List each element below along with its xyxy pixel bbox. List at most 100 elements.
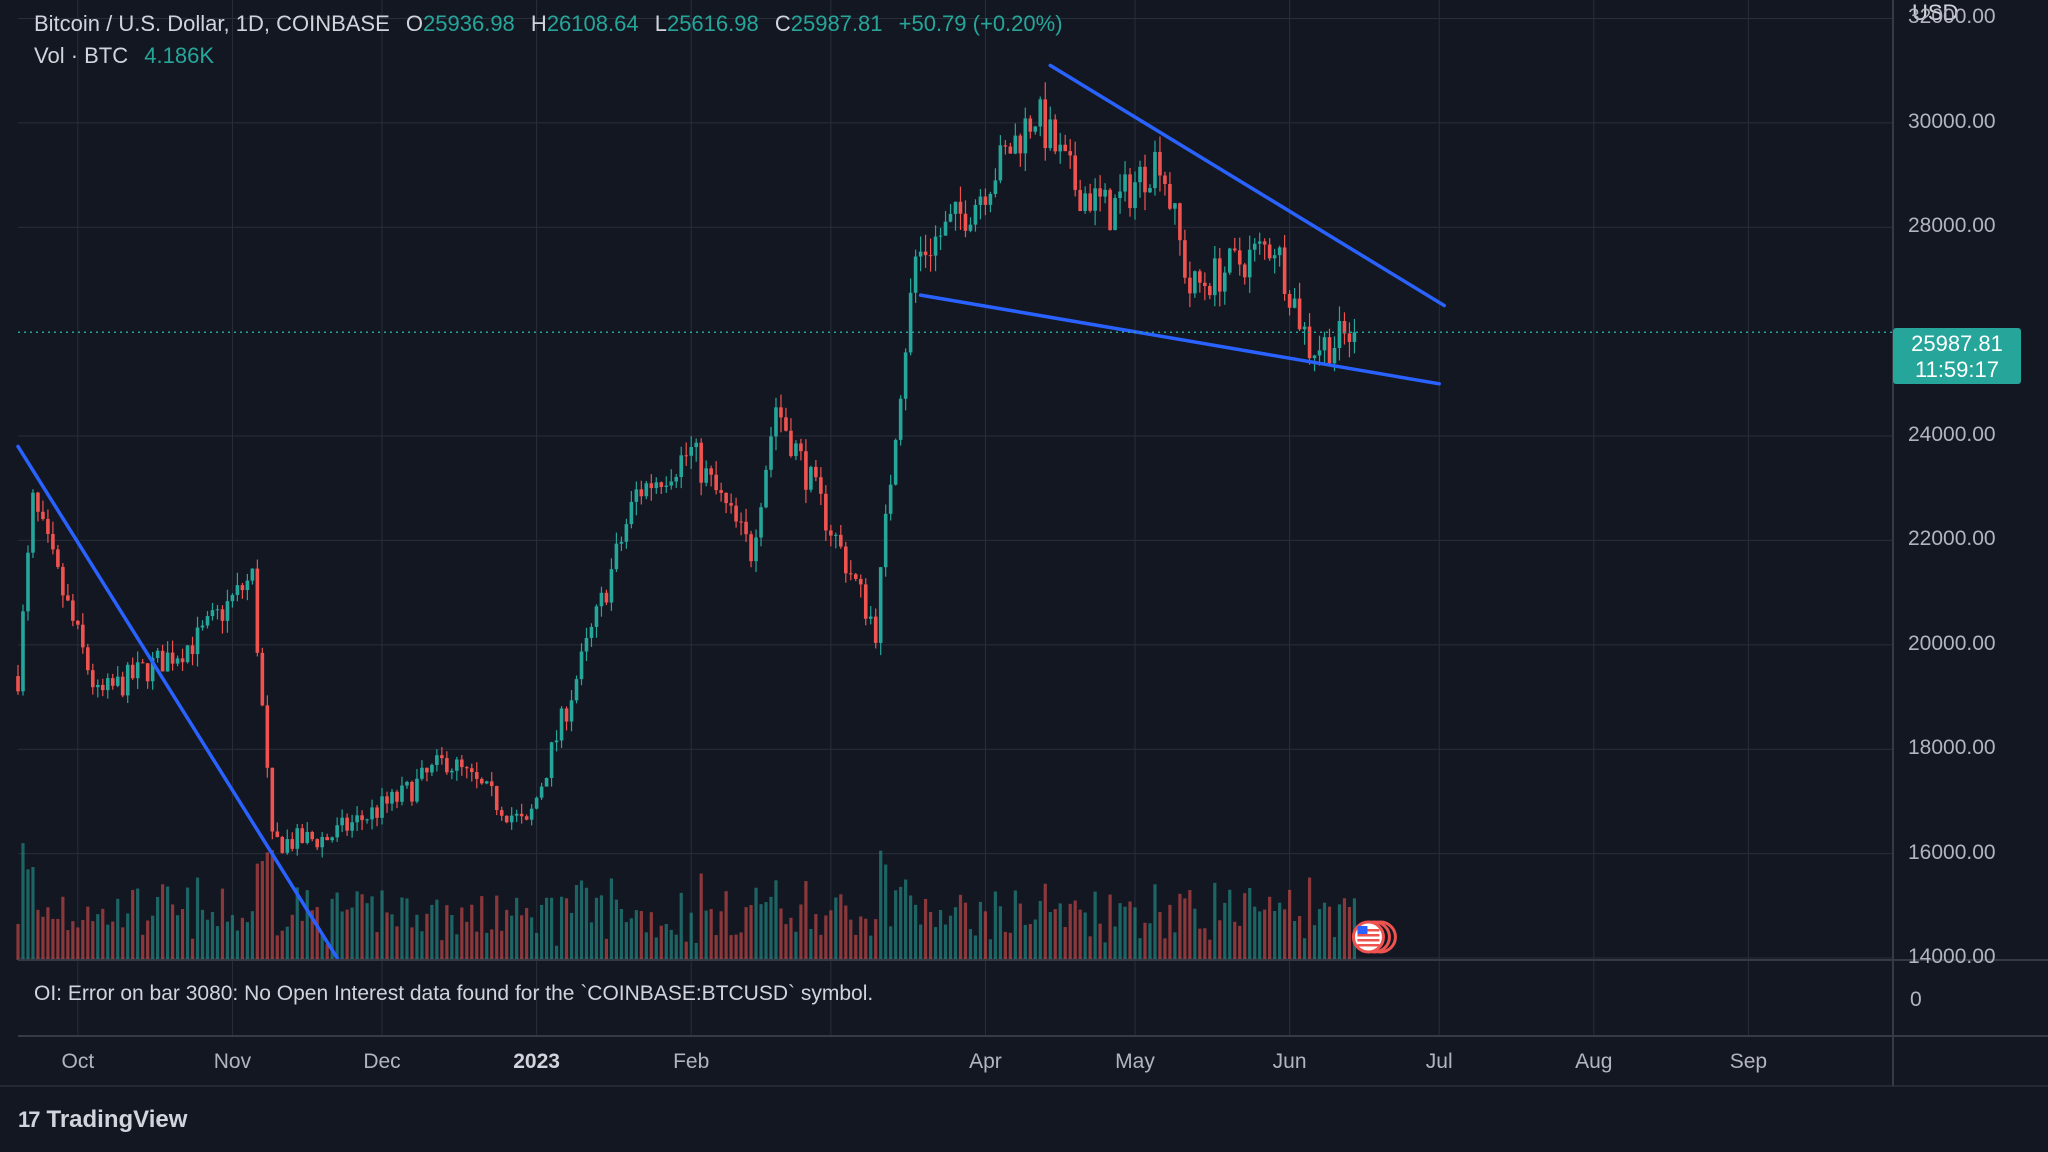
- candle-body: [1148, 188, 1152, 193]
- volume-bar: [1148, 923, 1152, 960]
- candle-body: [644, 483, 649, 497]
- candle-body: [963, 213, 968, 231]
- candle-body: [1068, 151, 1072, 156]
- volume-bar: [664, 924, 668, 960]
- candle-body: [1003, 145, 1008, 147]
- last-price-value: 25987.81: [1911, 331, 2003, 356]
- candle-body: [1058, 144, 1063, 152]
- candle-body: [46, 518, 50, 534]
- candle-body: [883, 513, 888, 568]
- currency-label[interactable]: USD: [1912, 0, 1959, 25]
- candle-body: [66, 595, 70, 601]
- volume-bar: [515, 897, 519, 960]
- candle-body: [1143, 166, 1147, 193]
- volume-bar: [749, 905, 753, 960]
- volume-bar: [759, 904, 763, 960]
- candle-body: [380, 796, 384, 818]
- candle-body: [16, 676, 20, 692]
- candle-body: [450, 770, 454, 773]
- volume-bar: [1038, 900, 1042, 960]
- candle-body: [315, 839, 320, 848]
- volume-bar: [983, 911, 988, 960]
- candle-body: [81, 624, 85, 648]
- candle-body: [1053, 119, 1058, 152]
- volume-bar: [589, 922, 594, 960]
- volume-bar: [365, 903, 369, 960]
- candle-body: [210, 610, 215, 617]
- candle-body: [609, 569, 614, 603]
- volume-bar: [584, 887, 589, 960]
- volume-bar: [694, 942, 698, 960]
- candle-body: [270, 767, 275, 832]
- candle-body: [998, 145, 1003, 181]
- candle-body: [1128, 174, 1132, 209]
- volume-bar: [1342, 898, 1347, 960]
- candle-body: [1028, 118, 1033, 132]
- volume-bar: [460, 907, 464, 960]
- volume-bar: [1078, 909, 1082, 960]
- candle-body: [1113, 197, 1117, 231]
- volume-bar: [1133, 907, 1137, 960]
- candle-body: [1208, 286, 1212, 296]
- candle-body: [684, 455, 689, 457]
- candle-body: [1103, 189, 1107, 197]
- volume-bar: [639, 911, 643, 960]
- volume-bar: [923, 898, 928, 960]
- candle-body: [968, 224, 973, 231]
- candle-body: [185, 645, 190, 663]
- volume-bar: [245, 922, 249, 960]
- volume-bar: [1243, 893, 1247, 960]
- candle-body: [1173, 203, 1177, 209]
- candle-body: [1038, 99, 1043, 127]
- volume-bar: [170, 904, 175, 960]
- volume-bar: [704, 910, 708, 960]
- candle-body: [853, 574, 858, 579]
- volume-bar: [395, 926, 399, 960]
- price-tick-label: 20000.00: [1908, 631, 1996, 655]
- candle-body: [160, 650, 165, 672]
- volume-bar: [844, 905, 848, 960]
- volume-label[interactable]: Vol · BTC: [34, 43, 129, 68]
- volume-bar: [275, 935, 279, 960]
- candle-body: [390, 791, 394, 804]
- volume-bar: [285, 926, 289, 960]
- candle-body: [489, 781, 494, 787]
- volume-bar: [619, 908, 623, 960]
- candle-body: [1227, 248, 1232, 273]
- candle-body: [245, 580, 250, 591]
- tradingview-logo[interactable]: 17 TradingView: [18, 1106, 187, 1134]
- volume-bar: [335, 892, 339, 960]
- volume-bar: [714, 935, 718, 960]
- candle-body: [953, 201, 958, 214]
- volume-bar: [904, 879, 908, 960]
- candle-body: [365, 819, 369, 821]
- volume-bar: [973, 935, 978, 960]
- candle-body: [1013, 135, 1018, 154]
- volume-bar: [574, 885, 579, 960]
- symbol-title[interactable]: Bitcoin / U.S. Dollar, 1D, COINBASE: [34, 11, 390, 36]
- bar-countdown: 11:59:17: [1914, 357, 1999, 382]
- candle-body: [649, 483, 654, 489]
- candle-body: [579, 651, 584, 680]
- volume-bar: [1268, 896, 1272, 960]
- candle-body: [1252, 243, 1257, 250]
- volume-bar: [1188, 890, 1192, 960]
- volume-bar: [734, 934, 738, 960]
- volume-bar: [819, 934, 823, 960]
- volume-bar: [1068, 903, 1072, 960]
- candle-body: [674, 476, 679, 482]
- volume-bar: [340, 911, 344, 960]
- volume-bar: [1028, 924, 1032, 960]
- candle-body: [774, 407, 778, 437]
- volume-bar: [679, 892, 683, 960]
- volume-bar: [86, 906, 90, 960]
- volume-bar: [894, 890, 898, 960]
- volume-bar: [131, 889, 135, 960]
- candle-body: [150, 658, 155, 682]
- volume-bar: [809, 928, 813, 960]
- volume-bar: [829, 910, 833, 960]
- candle-body: [36, 492, 40, 512]
- candle-body: [599, 592, 604, 607]
- volume-bar: [81, 920, 85, 960]
